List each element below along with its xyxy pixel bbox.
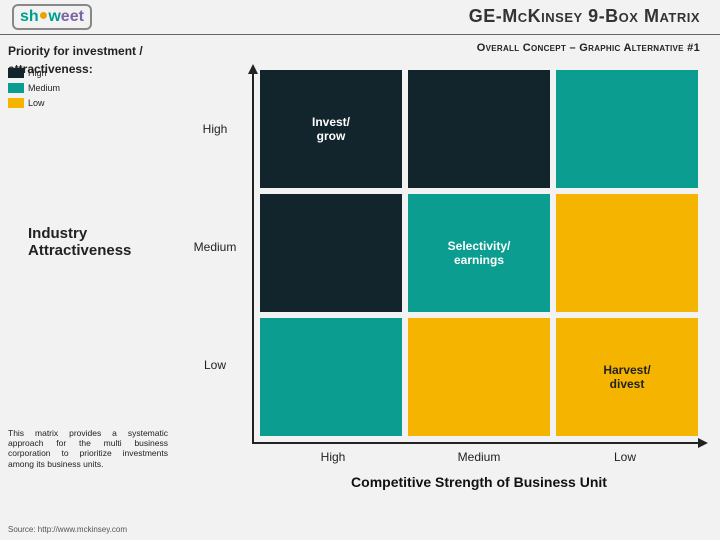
row-label-medium: Medium — [180, 188, 250, 306]
logo-part-o: ● — [39, 7, 49, 25]
logo-part-eet: eet — [61, 8, 84, 25]
logo-part-w: w — [48, 8, 60, 25]
col-label-low: Low — [552, 450, 698, 464]
logo-box: sh●weet — [12, 4, 92, 30]
legend-swatch-high — [8, 68, 24, 78]
col-labels: High Medium Low — [260, 450, 698, 464]
legend-label-low: Low — [28, 98, 45, 108]
cell-6 — [260, 318, 402, 436]
legend-item-high: High — [8, 66, 60, 80]
legend-item-low: Low — [8, 96, 60, 110]
legend-item-medium: Medium — [8, 81, 60, 95]
legend-swatch-medium — [8, 83, 24, 93]
matrix: High Medium Low Invest/grow Selectivity/… — [180, 70, 704, 510]
matrix-grid: Invest/grow Selectivity/earnings Harvest… — [260, 70, 698, 436]
y-axis-title: Industry Attractiveness — [28, 225, 168, 259]
description-text: This matrix provides a systematic approa… — [8, 428, 168, 469]
page-title: GE-McKinsey 9-Box Matrix — [469, 6, 700, 27]
axis-horizontal — [252, 442, 700, 444]
arrow-up-icon — [248, 64, 258, 74]
cell-0: Invest/grow — [260, 70, 402, 188]
cell-2 — [556, 70, 698, 188]
legend-label-medium: Medium — [28, 83, 60, 93]
cell-4: Selectivity/earnings — [408, 194, 550, 312]
legend-label-high: High — [28, 68, 47, 78]
cell-3 — [260, 194, 402, 312]
col-label-medium: Medium — [406, 450, 552, 464]
logo-part-sh: sh — [20, 8, 39, 25]
source-text: Source: http://www.mckinsey.com — [8, 525, 127, 534]
subtitle: Overall Concept – Graphic Alternative #1 — [477, 42, 700, 54]
row-labels: High Medium Low — [180, 70, 250, 424]
subheader-row: Priority for investment /attractiveness:… — [8, 42, 700, 62]
x-axis-title: Competitive Strength of Business Unit — [260, 474, 698, 490]
cell-label-0: Invest/grow — [312, 115, 350, 144]
legend-swatch-low — [8, 98, 24, 108]
row-label-high: High — [180, 70, 250, 188]
header-divider — [0, 34, 720, 35]
col-label-high: High — [260, 450, 406, 464]
cell-1 — [408, 70, 550, 188]
row-label-low: Low — [180, 306, 250, 424]
cell-8: Harvest/divest — [556, 318, 698, 436]
legend: High Medium Low — [8, 66, 60, 111]
arrow-right-icon — [698, 438, 708, 448]
cell-5 — [556, 194, 698, 312]
axis-vertical — [252, 70, 254, 442]
cell-7 — [408, 318, 550, 436]
logo: sh●weet — [12, 4, 92, 30]
cell-label-4: Selectivity/earnings — [448, 239, 511, 268]
cell-label-8: Harvest/divest — [603, 363, 650, 392]
